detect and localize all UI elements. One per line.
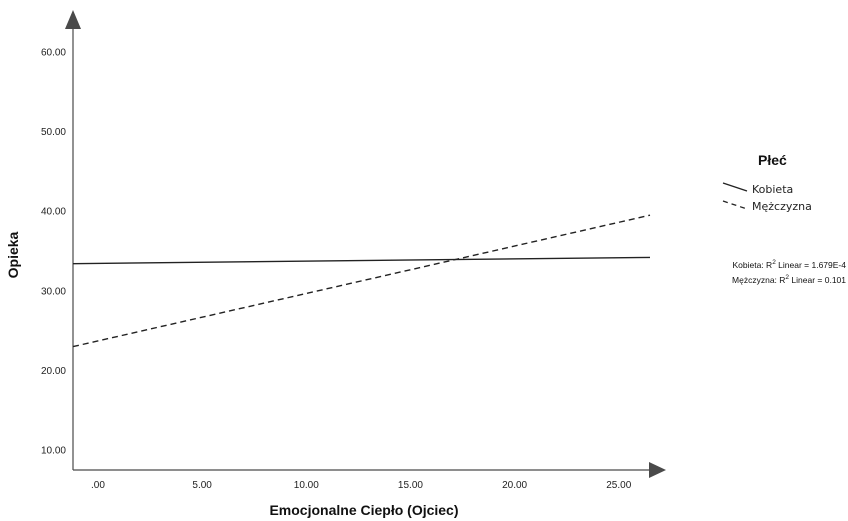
y-tick-label: 10.00	[41, 446, 66, 457]
x-tick-label: .00	[91, 480, 105, 491]
annotation-mezczyzna-sup: 2	[785, 274, 789, 281]
y-tick-label: 30.00	[41, 286, 66, 297]
series-layer	[72, 214, 651, 348]
legend-label-kobieta: Kobieta	[752, 183, 793, 196]
legend-swatch-dashed	[722, 200, 748, 210]
r2-annotations: Kobieta: R2 Linear = 1.679E-4 Mężczyzna:…	[732, 259, 846, 285]
x-ticks: .00 5.00 10.00 15.00 20.00 25.00	[91, 480, 632, 491]
annotation-kobieta-sup: 2	[772, 259, 776, 266]
legend-entry-kobieta: Kobieta	[722, 182, 793, 196]
y-axis-arrow	[65, 10, 81, 29]
annotation-kobieta: Kobieta: R2 Linear = 1.679E-4	[732, 259, 846, 270]
legend-title: Płeć	[758, 152, 787, 168]
y-tick-label: 50.00	[41, 127, 66, 138]
legend-label-mezczyzna: Mężczyzna	[752, 200, 812, 213]
annotation-mezczyzna: Mężczyzna: R2 Linear = 0.101	[732, 274, 846, 285]
y-tick-label: 40.00	[41, 207, 66, 218]
x-tick-label: 15.00	[398, 480, 423, 491]
axes	[65, 10, 666, 478]
x-axis-title: Emocjonalne Ciepło (Ojciec)	[269, 502, 458, 518]
x-tick-label: 25.00	[606, 480, 631, 491]
legend: Płeć Kobieta Mężczyzna	[722, 152, 812, 213]
x-tick-label: 20.00	[502, 480, 527, 491]
legend-swatch-solid	[722, 182, 748, 192]
y-tick-label: 20.00	[41, 366, 66, 377]
series-line-m-czyzna	[72, 214, 651, 348]
series-line-kobieta	[72, 256, 651, 265]
x-tick-label: 5.00	[192, 480, 212, 491]
y-tick-label: 60.00	[41, 47, 66, 58]
y-axis-title: Opieka	[5, 231, 21, 278]
y-ticks: 10.00 20.00 30.00 40.00 50.00 60.00	[41, 47, 66, 456]
x-tick-label: 10.00	[294, 480, 319, 491]
legend-entry-mezczyzna: Mężczyzna	[722, 200, 812, 213]
x-axis-arrow	[649, 462, 666, 478]
